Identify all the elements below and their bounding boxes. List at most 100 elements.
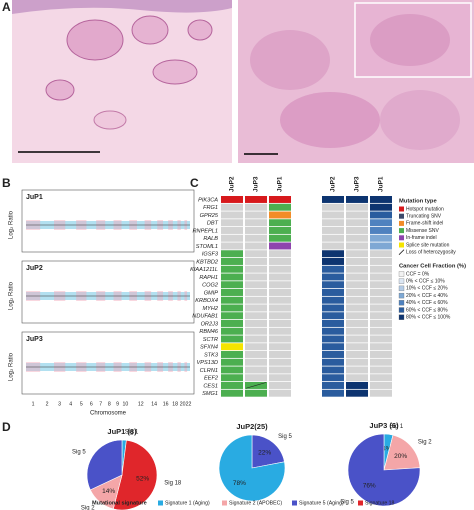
value-label: 76% bbox=[363, 482, 376, 489]
empty-cell bbox=[269, 281, 291, 289]
empty-cell bbox=[346, 304, 368, 312]
empty-cell bbox=[269, 273, 291, 281]
mutation-cell bbox=[221, 273, 243, 281]
slice-label: Sig 5 bbox=[72, 450, 86, 456]
x-tick-label: 22 bbox=[186, 401, 192, 407]
y-axis-label: Log₂ Ratio bbox=[9, 352, 15, 381]
empty-cell bbox=[370, 351, 392, 358]
empty-cell bbox=[269, 358, 291, 366]
empty-cell bbox=[370, 289, 392, 296]
empty-cell bbox=[245, 265, 267, 273]
empty-cell bbox=[245, 312, 267, 320]
panel-label: D bbox=[2, 420, 11, 434]
mutation-cell bbox=[221, 258, 243, 265]
empty-cell bbox=[346, 265, 368, 273]
gland bbox=[45, 79, 75, 101]
legend-label: 20% < CCF ≤ 40% bbox=[406, 293, 448, 299]
panel-label: B bbox=[2, 176, 11, 190]
mutation-cell bbox=[221, 343, 243, 351]
empty-cell bbox=[245, 219, 267, 227]
pie-slice bbox=[218, 434, 286, 502]
gene-label: MYH2 bbox=[202, 306, 218, 312]
gene-label: RAPH1 bbox=[199, 275, 218, 281]
empty-cell bbox=[346, 273, 368, 281]
mutation-cell bbox=[221, 265, 243, 273]
empty-cell bbox=[370, 273, 392, 281]
sample-title: JuP2 bbox=[26, 265, 43, 272]
empty-cell bbox=[245, 366, 267, 374]
ccf-cell bbox=[322, 289, 344, 296]
column-header: JuP2 bbox=[229, 176, 236, 192]
empty-cell bbox=[370, 389, 392, 397]
legend-swatch bbox=[398, 314, 405, 320]
gland bbox=[187, 19, 213, 41]
empty-cell bbox=[346, 234, 368, 242]
x-tick-label: 3 bbox=[58, 401, 61, 407]
empty-cell bbox=[269, 312, 291, 320]
empty-cell bbox=[346, 343, 368, 351]
empty-cell bbox=[346, 335, 368, 343]
gland bbox=[66, 19, 124, 61]
empty-cell bbox=[221, 211, 243, 219]
empty-cell bbox=[346, 242, 368, 250]
gene-label: RNPEPL1 bbox=[193, 228, 219, 234]
slice-label: Sig 5 bbox=[278, 434, 292, 440]
empty-cell bbox=[346, 211, 368, 219]
x-tick-label: 1 bbox=[32, 401, 35, 407]
empty-cell bbox=[346, 358, 368, 366]
legend-swatch bbox=[399, 220, 404, 226]
mutation-cell bbox=[221, 389, 243, 397]
gene-label: OR2J3 bbox=[201, 321, 219, 327]
legend-swatch bbox=[399, 213, 404, 219]
empty-cell bbox=[370, 296, 392, 304]
gene-label: STK3 bbox=[204, 352, 219, 358]
mutation-cell bbox=[221, 327, 243, 335]
legend-swatch bbox=[158, 500, 163, 506]
empty-cell bbox=[245, 296, 267, 304]
panel-label: A bbox=[2, 0, 11, 14]
empty-cell bbox=[370, 335, 392, 343]
legend-title: Cancer Cell Fraction (%) bbox=[399, 264, 466, 270]
empty-cell bbox=[370, 312, 392, 320]
empty-cell bbox=[245, 320, 267, 327]
tissue bbox=[280, 92, 380, 148]
value-label: 14% bbox=[102, 488, 115, 495]
empty-cell bbox=[221, 219, 243, 227]
legend-swatch bbox=[399, 206, 404, 212]
legend-title: Mutational signature bbox=[92, 500, 147, 506]
empty-cell bbox=[269, 351, 291, 358]
empty-cell bbox=[269, 265, 291, 273]
empty-cell bbox=[245, 281, 267, 289]
ccf-cell bbox=[322, 320, 344, 327]
tissue bbox=[370, 14, 450, 66]
legend-swatch bbox=[398, 300, 405, 306]
legend-label: CCF = 0% bbox=[406, 271, 430, 277]
mutation-cell bbox=[221, 250, 243, 258]
legend-swatch bbox=[399, 242, 404, 248]
empty-cell bbox=[322, 242, 344, 250]
legend-label: Missense SNV bbox=[406, 228, 439, 234]
mutation-cell bbox=[221, 296, 243, 304]
legend-swatch bbox=[399, 235, 404, 241]
ccf-cell bbox=[370, 196, 392, 203]
legend-swatch bbox=[398, 278, 405, 284]
x-tick-label: 18 bbox=[172, 401, 178, 407]
legend-label: 40% < CCF ≤ 60% bbox=[406, 300, 448, 306]
empty-cell bbox=[269, 258, 291, 265]
empty-cell bbox=[370, 281, 392, 289]
legend-label: Signature 2 (APOBEC) bbox=[229, 500, 282, 506]
column-header: JuP3 bbox=[354, 176, 361, 192]
legend-label: 0% < CCF ≤ 10% bbox=[406, 279, 445, 285]
empty-cell bbox=[245, 234, 267, 242]
empty-cell bbox=[245, 351, 267, 358]
mutation-cell bbox=[221, 366, 243, 374]
tissue-edge bbox=[12, 0, 232, 14]
gene-label: CES1 bbox=[203, 383, 218, 389]
value-label: 52% bbox=[136, 476, 149, 483]
ccf-cell bbox=[322, 366, 344, 374]
gland bbox=[131, 15, 169, 45]
empty-cell bbox=[346, 289, 368, 296]
x-tick-label: 4 bbox=[69, 401, 72, 407]
empty-cell bbox=[269, 343, 291, 351]
